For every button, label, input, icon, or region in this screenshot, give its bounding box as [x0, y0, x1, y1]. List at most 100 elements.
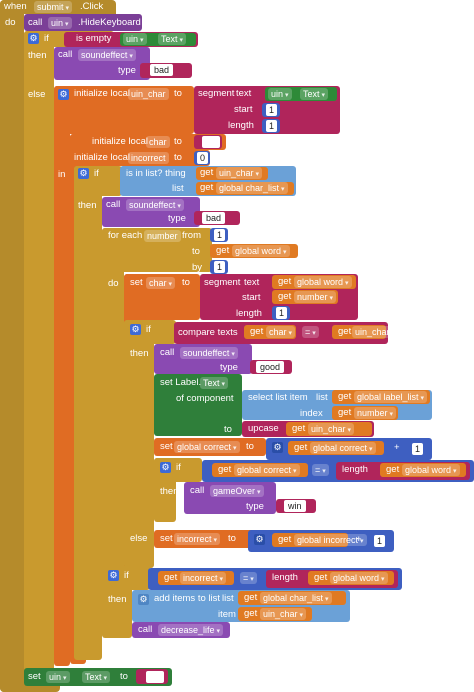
text-property-dropdown[interactable]: Text ▾ [300, 88, 329, 100]
var-dropdown[interactable]: global incorrect ▾ [294, 534, 367, 546]
var-dropdown[interactable]: global word ▾ [294, 276, 352, 288]
uin-component-dropdown[interactable]: uin ▾ [123, 33, 147, 45]
property-dropdown[interactable]: Text ▾ [200, 377, 229, 389]
get-global-word[interactable] [210, 244, 298, 258]
by-value[interactable]: 1 [214, 261, 226, 273]
get-uin-char[interactable] [196, 167, 268, 180]
var-dropdown[interactable]: number ▾ [294, 291, 337, 303]
get-uin-char[interactable] [286, 422, 372, 436]
var-dropdown[interactable]: global word ▾ [402, 464, 460, 476]
var-dropdown[interactable]: global word ▾ [330, 572, 388, 584]
when-click-event-block[interactable] [0, 0, 24, 692]
set-global-correct-block[interactable] [154, 438, 266, 456]
init-incorrect-block[interactable] [70, 150, 210, 166]
get-global-correct[interactable] [288, 441, 384, 455]
zero-value[interactable]: 0 [197, 152, 209, 164]
var-dropdown[interactable]: global correct ▾ [310, 442, 376, 454]
set-incorrect-block[interactable] [154, 530, 258, 548]
empty-string-value[interactable] [146, 671, 164, 683]
set-uin-text-block[interactable] [24, 668, 172, 686]
var-dropdown[interactable]: char ▾ [266, 326, 296, 338]
get-global-word[interactable] [272, 275, 356, 289]
soundeffect-call-block[interactable] [54, 47, 150, 80]
get-global-incorrect[interactable] [272, 533, 348, 547]
loop-var-field[interactable]: number [144, 230, 181, 242]
if-else-block-3[interactable] [124, 320, 154, 568]
get-uin-char[interactable] [238, 607, 312, 621]
var-dropdown[interactable]: global label_list ▾ [354, 391, 428, 403]
get-number[interactable] [332, 406, 398, 420]
operator-dropdown[interactable]: = ▾ [240, 572, 257, 584]
length-value[interactable]: 1 [276, 307, 288, 319]
event-component-dropdown[interactable]: submit ▾ [34, 1, 73, 13]
var-dropdown[interactable]: number ▾ [354, 407, 397, 419]
var-dropdown[interactable]: global char_list ▾ [260, 592, 332, 604]
gear-icon[interactable]: ⚙ [254, 534, 265, 545]
init-local-block[interactable] [54, 86, 70, 666]
win-string-value[interactable]: win [284, 500, 306, 512]
operator-dropdown[interactable]: = ▾ [312, 464, 329, 476]
uin-component-dropdown[interactable]: uin ▾ [268, 88, 292, 100]
procedure-dropdown[interactable]: decrease_life ▾ [158, 624, 224, 636]
get-incorrect[interactable] [158, 571, 234, 585]
gear-icon[interactable]: ⚙ [130, 324, 141, 335]
var-dropdown[interactable]: uin_char ▾ [260, 608, 307, 620]
var-dropdown[interactable]: char ▾ [146, 277, 176, 289]
procedure-dropdown[interactable]: soundeffect ▾ [180, 347, 238, 359]
decrease-life-call-block[interactable] [132, 622, 230, 638]
text-property-dropdown[interactable]: Text ▾ [158, 33, 187, 45]
get-global-word[interactable] [308, 571, 394, 585]
gear-icon[interactable]: ⚙ [160, 462, 171, 473]
var-char-field[interactable]: char [146, 136, 170, 148]
get-global-word[interactable] [380, 463, 466, 477]
good-string-value[interactable]: good [256, 361, 285, 373]
hide-component-dropdown[interactable]: uin ▾ [48, 17, 72, 29]
gear-icon[interactable]: ⚙ [138, 594, 149, 605]
get-global-char-list[interactable] [196, 182, 294, 195]
get-char[interactable] [244, 325, 296, 339]
var-dropdown[interactable]: uin_char [352, 326, 393, 338]
uin-text-getter[interactable] [120, 33, 196, 46]
if-else-block[interactable] [24, 31, 54, 686]
one-value[interactable]: 1 [374, 535, 386, 547]
var-dropdown[interactable]: uin_char ▾ [216, 167, 263, 179]
component-dropdown[interactable]: uin ▾ [46, 671, 70, 683]
var-uin-char-field[interactable]: uin_char [128, 88, 169, 100]
bad-string-value[interactable]: bad [202, 212, 226, 224]
soundeffect-call-block[interactable] [154, 344, 252, 374]
length-value[interactable]: 1 [266, 120, 278, 132]
var-dropdown[interactable]: uin_char ▾ [308, 423, 355, 435]
get-global-label-list[interactable] [332, 390, 430, 404]
game-over-call-block[interactable] [184, 482, 276, 514]
var-dropdown[interactable]: incorrect ▾ [180, 572, 227, 584]
bad-string-value[interactable]: bad [150, 64, 174, 76]
procedure-dropdown[interactable]: soundeffect ▾ [126, 199, 184, 211]
procedure-dropdown[interactable]: gameOver ▾ [210, 485, 264, 497]
operator-dropdown[interactable]: = ▾ [302, 326, 319, 338]
one-value[interactable]: 1 [412, 443, 424, 455]
var-dropdown[interactable]: global char_list ▾ [216, 182, 288, 194]
gear-icon[interactable]: ⚙ [78, 168, 89, 179]
if-block-2[interactable] [74, 166, 102, 660]
gear-icon[interactable]: ⚙ [108, 570, 119, 581]
from-value[interactable]: 1 [214, 229, 226, 241]
uin-text-getter[interactable] [265, 87, 337, 101]
soundeffect-call-block[interactable] [102, 197, 200, 227]
empty-string-value[interactable] [202, 136, 220, 148]
hide-keyboard-block[interactable] [24, 14, 142, 31]
gear-icon[interactable]: ⚙ [28, 33, 39, 44]
gear-icon[interactable]: ⚙ [272, 442, 283, 453]
get-uin-char[interactable] [332, 325, 386, 339]
for-each-block[interactable] [102, 228, 124, 626]
var-dropdown[interactable]: incorrect ▾ [174, 533, 221, 545]
get-global-correct[interactable] [212, 463, 308, 477]
set-label-text-block[interactable] [154, 374, 242, 436]
var-dropdown[interactable]: global correct ▾ [234, 464, 300, 476]
property-dropdown[interactable]: Text ▾ [82, 671, 111, 683]
var-dropdown[interactable]: global word ▾ [232, 245, 290, 257]
gear-icon[interactable]: ⚙ [58, 89, 69, 100]
start-value[interactable]: 1 [266, 104, 278, 116]
get-global-char-list[interactable] [238, 591, 346, 605]
procedure-dropdown[interactable]: soundeffect ▾ [78, 49, 136, 61]
get-number[interactable] [272, 290, 338, 304]
